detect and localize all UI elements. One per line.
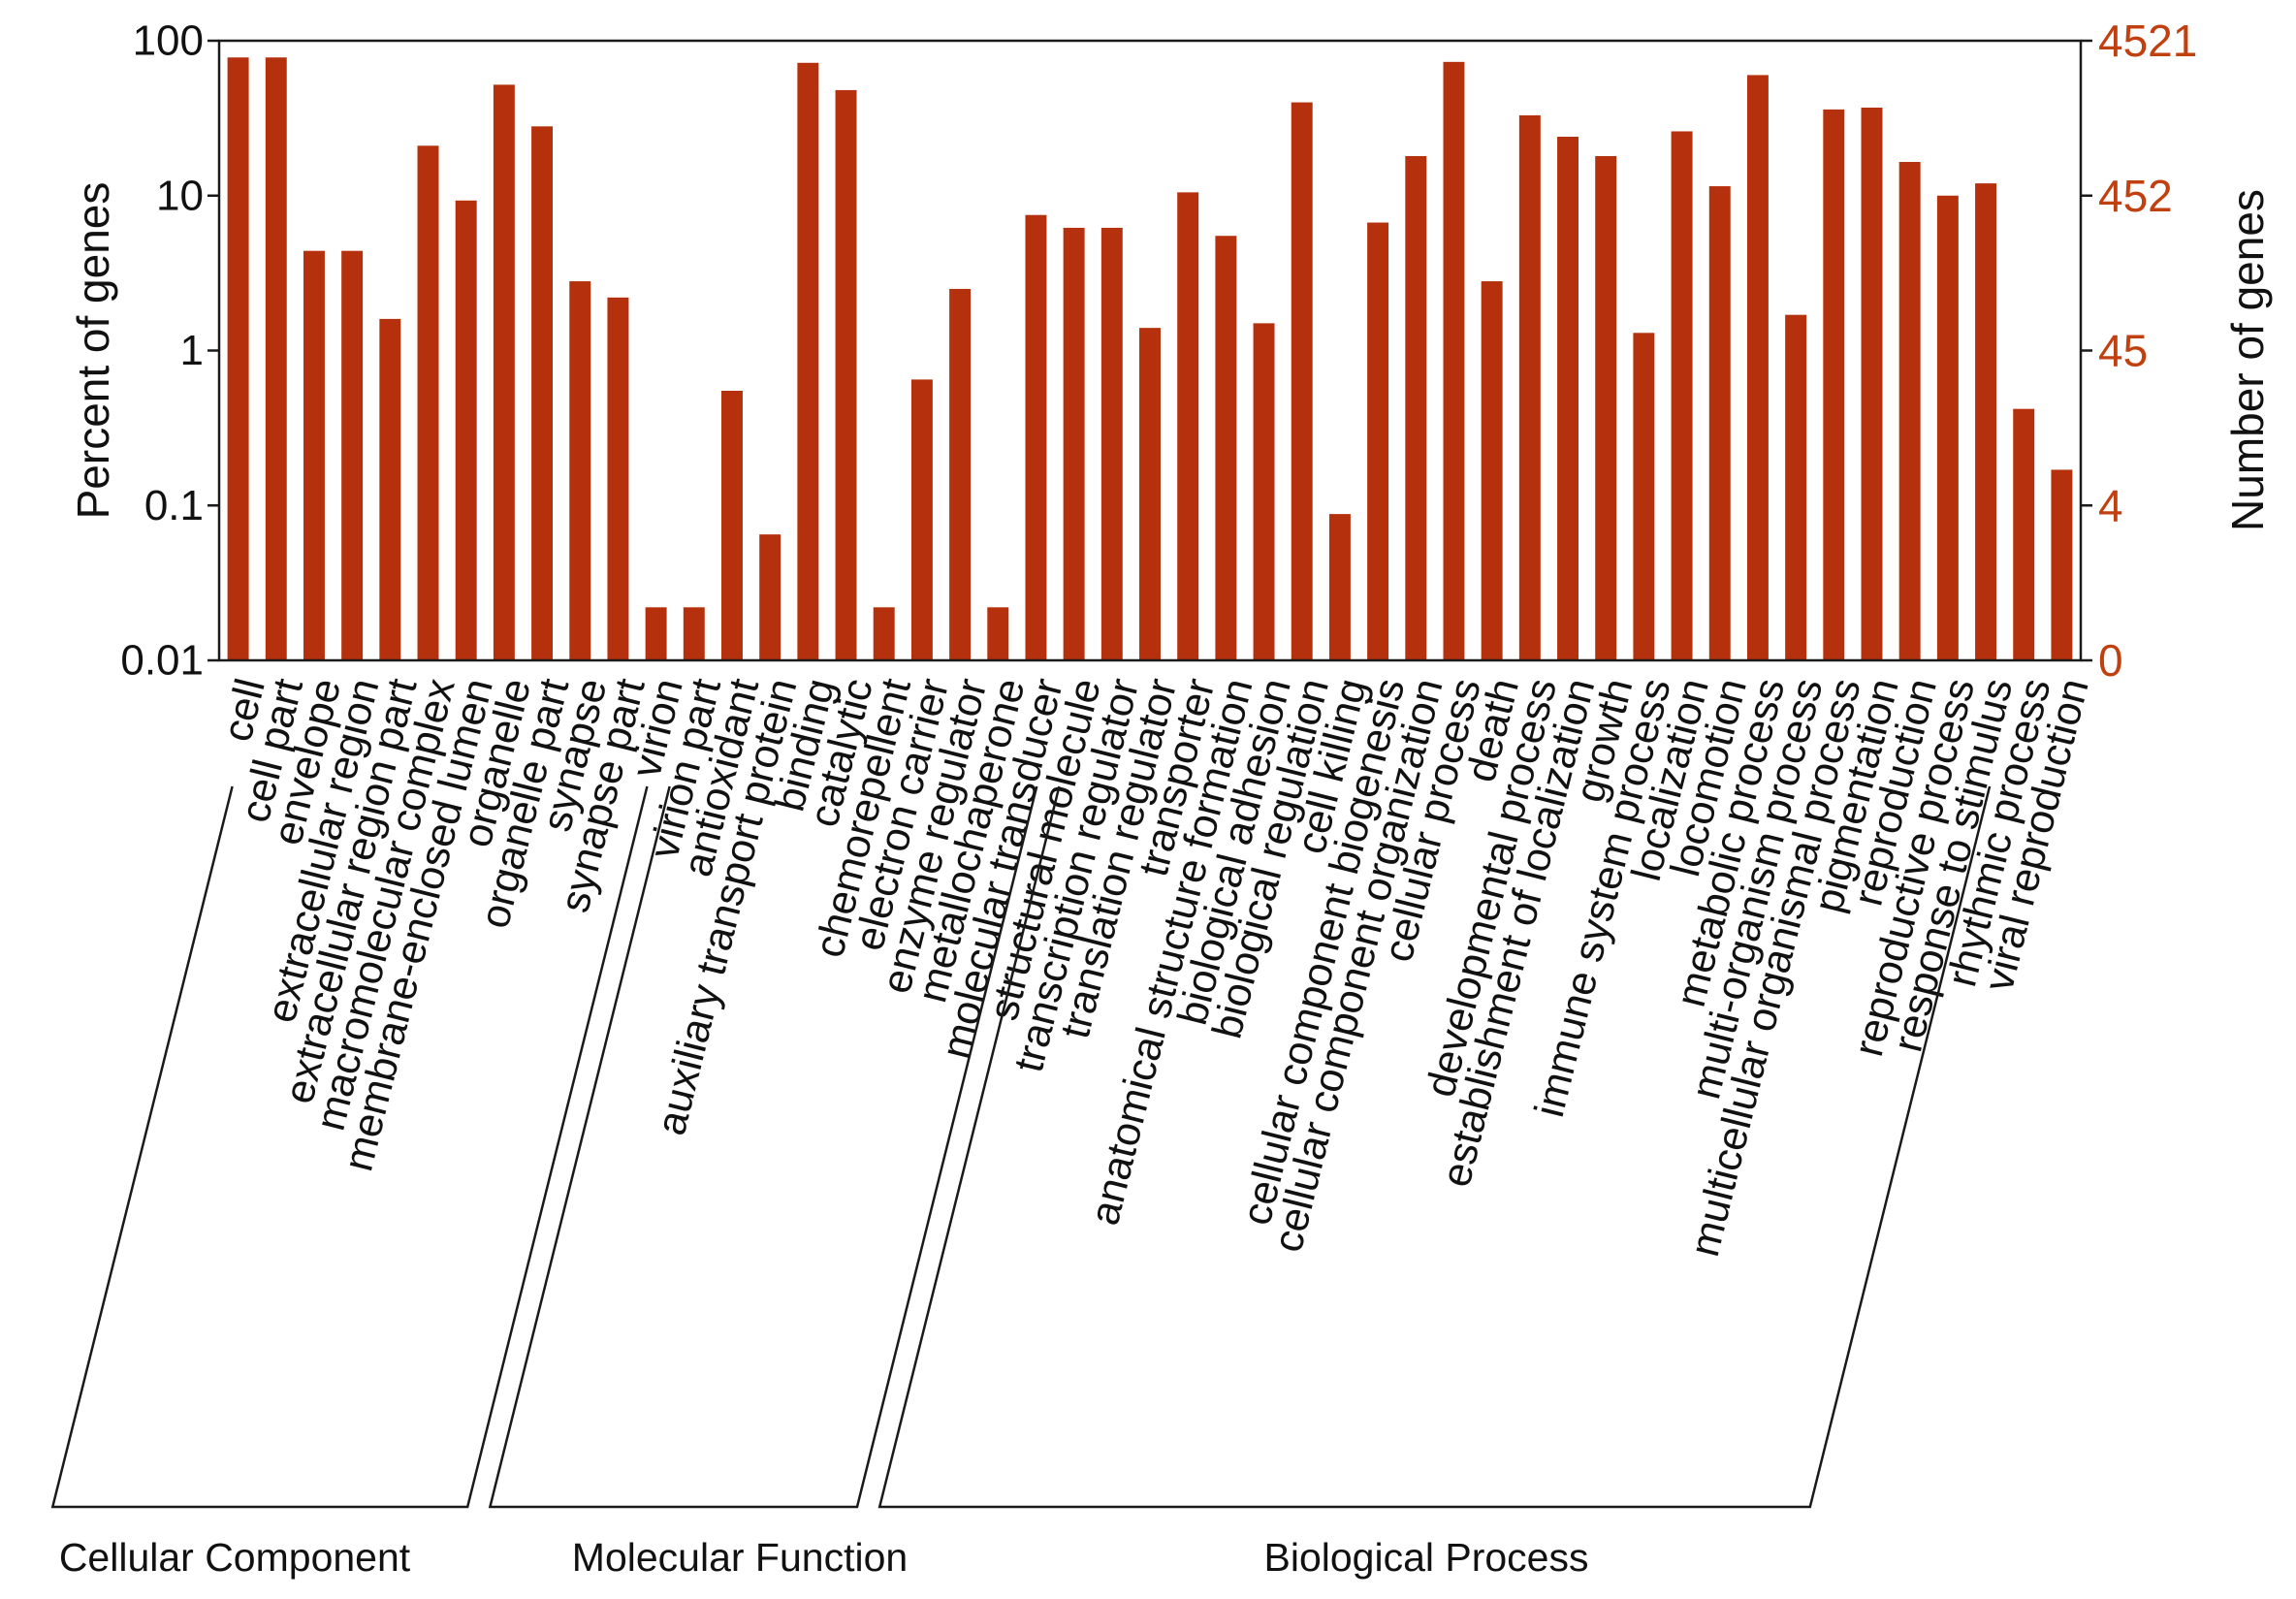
bar [1367,222,1389,660]
bar [379,318,401,660]
bar [1861,107,1883,661]
y-axis-left-title: Percent of genes [68,182,118,520]
bar [1100,227,1123,661]
bar [1253,323,1275,660]
bar [1785,314,1807,660]
bar [759,534,781,660]
bar [1595,155,1617,661]
bar [455,200,477,660]
bar [493,84,515,661]
bar [1481,281,1503,660]
bar [873,607,895,660]
bar [265,57,287,661]
bar [1898,162,1921,660]
bar [797,62,819,661]
axes: 100 10 1 0.1 0.01 4521 452 45 4 0 Percent of genes… [68,16,2273,686]
bar [569,281,591,660]
bar [1291,102,1313,660]
bar [683,607,705,660]
right-tick-label: 0 [2098,635,2123,686]
bar [1139,328,1161,660]
bar [1177,192,1199,660]
bar [1936,195,1959,660]
right-tick-label: 452 [2098,171,2173,221]
bar [1063,227,1085,661]
bar [987,607,1009,660]
bar [1633,333,1655,660]
bar [227,57,249,661]
bars [227,57,2073,661]
bar [417,145,439,660]
bar [1671,131,1693,660]
bar [645,607,667,660]
left-tick-label: 0.01 [120,637,204,685]
bar [1708,186,1731,661]
group-label: Biological Process [1264,1535,1589,1580]
left-tick-label: 10 [156,172,204,219]
group-bracket [50,785,649,1509]
bar [1557,137,1578,660]
group-bracket [488,785,1038,1509]
bar [1025,214,1047,660]
bar [835,89,857,661]
bar [1328,514,1351,660]
right-tick-label: 45 [2098,326,2148,376]
bar [1746,75,1769,660]
group-bracket [877,785,1992,1509]
y-axis-right-title: Number of genes [2222,189,2273,531]
group-label: Cellular Component [59,1535,411,1580]
bar [341,250,364,660]
bar [1975,183,1997,660]
left-tick-label: 100 [133,17,204,65]
bar [949,288,972,660]
bar [1518,114,1541,661]
left-tick-label: 1 [180,327,204,374]
bar [2013,408,2035,660]
right-tick-label: 4 [2098,480,2123,530]
group-label: Molecular Function [572,1535,908,1580]
right-tick-label: 4521 [2098,16,2197,66]
category-groups: Cellular Component Molecular Function Biol… [50,785,1992,1580]
bar [531,126,554,660]
bar [1823,109,1845,660]
bar [1215,236,1237,661]
bar [1443,61,1465,660]
bar [303,250,325,660]
bar [721,390,743,660]
left-tick-label: 0.1 [144,482,204,529]
bar [607,297,629,660]
bar [1405,155,1427,661]
bar [2051,469,2073,660]
bar [910,379,933,660]
